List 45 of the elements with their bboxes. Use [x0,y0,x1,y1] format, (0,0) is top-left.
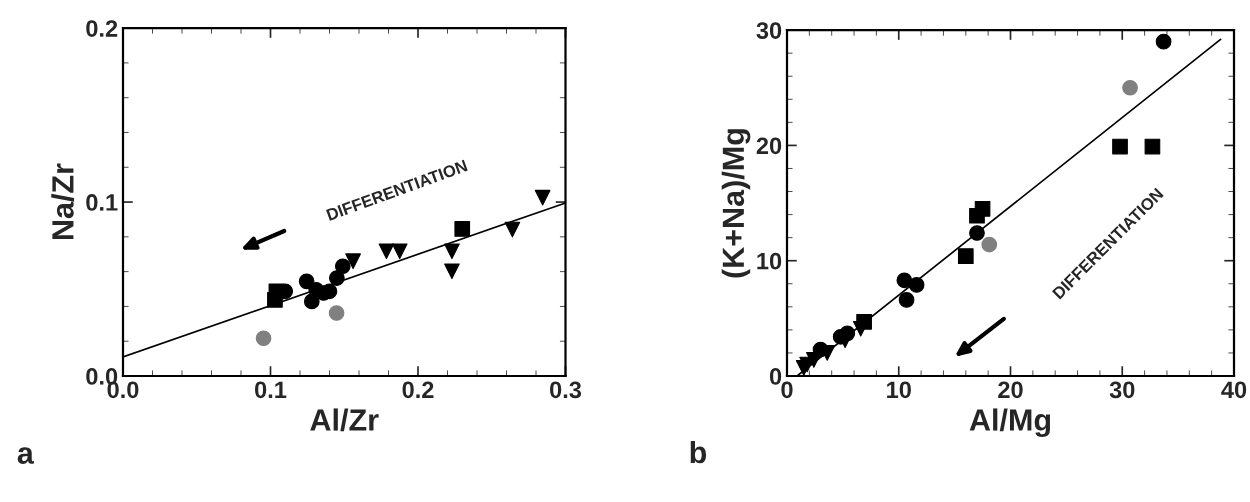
point [334,258,351,275]
y-tick-label: 20 [756,137,782,155]
point [444,243,460,260]
point [504,221,521,238]
point [1112,138,1128,155]
point [805,352,822,368]
y-tick-label: 30 [756,22,782,39]
text: b [690,440,707,464]
point [534,189,551,206]
point [981,236,998,253]
y-tick-label: 10 [757,252,782,270]
point [896,272,913,289]
x-tick-label: 0.1 [255,381,287,399]
point [444,263,460,280]
point [908,277,925,293]
point [974,200,991,217]
point [328,305,345,321]
point [378,243,395,260]
point [255,330,272,347]
x-tick-label: 20 [998,381,1023,399]
point [1122,79,1138,96]
x-axis-title: Al/Zr [310,408,379,432]
y-axis-title: Na/Zr [51,163,75,240]
x-tick-label: 0 [781,381,793,399]
point [329,270,345,286]
x-tick-label: 0.3 [550,381,582,399]
x-tick-label: 10 [887,381,911,399]
point [957,248,974,264]
point [454,221,471,237]
point [969,225,985,241]
y-tick-label: 0.2 [86,20,118,37]
text: a [17,447,34,464]
point [268,283,285,300]
x-tick-label: 30 [1109,381,1135,399]
x-tick-label: 0.2 [402,381,434,399]
point [1144,138,1161,155]
x-axis-title: Al/Mg [969,408,1051,438]
point [391,243,408,260]
point [345,253,361,270]
y-tick-label: 0 [769,368,782,385]
y-axis-title: (K+Na)/Mg [721,129,751,278]
point [898,292,915,308]
point [1155,33,1172,50]
x-tick-label: 40 [1221,381,1247,399]
y-tick-label: 0.1 [86,194,118,211]
